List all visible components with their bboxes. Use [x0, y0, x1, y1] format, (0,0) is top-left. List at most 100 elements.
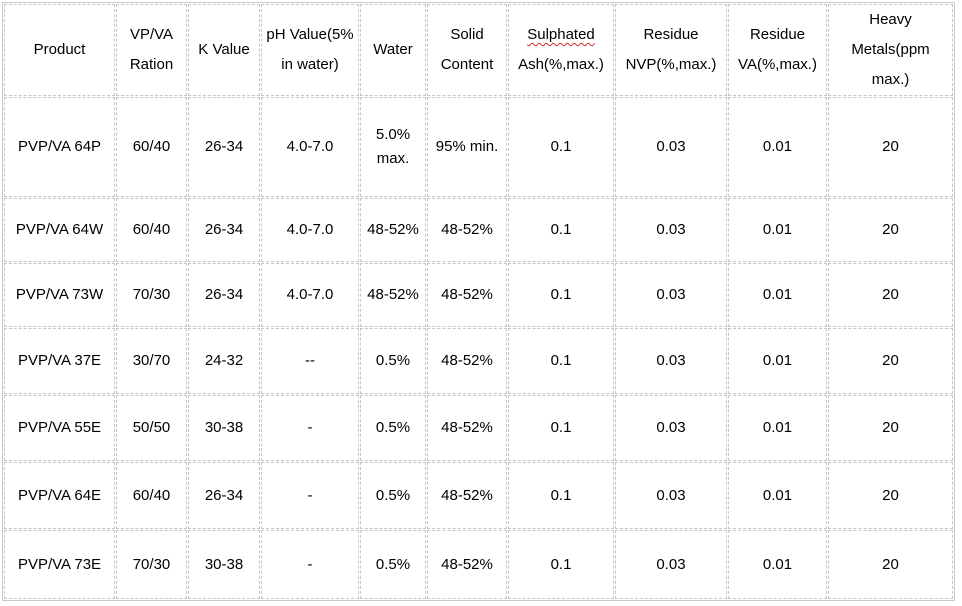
cell-water: 0.5% [360, 530, 426, 599]
cell-ph-value: - [261, 462, 359, 529]
cell-solid-content: 48-52% [427, 395, 507, 461]
cell-water: 48-52% [360, 198, 426, 262]
cell-vpva-ration: 60/40 [116, 462, 187, 529]
cell-residue-va: 0.01 [728, 462, 827, 529]
table-row: PVP/VA 73E 70/30 30-38 - 0.5% 48-52% 0.1… [4, 530, 953, 599]
cell-k-value: 24-32 [188, 328, 260, 394]
table-row: PVP/VA 64E 60/40 26-34 - 0.5% 48-52% 0.1… [4, 462, 953, 529]
cell-sulphated-ash: 0.1 [508, 530, 614, 599]
header-label: VP/VA Ration [129, 26, 174, 73]
cell-ph-value: - [261, 530, 359, 599]
cell-solid-content: 48-52% [427, 328, 507, 394]
cell-product: PVP/VA 64P [4, 97, 115, 197]
cell-residue-va: 0.01 [728, 530, 827, 599]
cell-vpva-ration: 30/70 [116, 328, 187, 394]
column-header-solid-content: Solid Content [427, 4, 507, 96]
cell-solid-content: 48-52% [427, 198, 507, 262]
cell-solid-content: 48-52% [427, 263, 507, 327]
column-header-product: Product [4, 4, 115, 96]
misspelled-word: Sulphated [527, 26, 595, 43]
cell-sulphated-ash: 0.1 [508, 97, 614, 197]
cell-water: 5.0% max. [360, 97, 426, 197]
cell-vpva-ration: 70/30 [116, 530, 187, 599]
cell-residue-nvp: 0.03 [615, 530, 727, 599]
table-row: PVP/VA 64W 60/40 26-34 4.0-7.0 48-52% 48… [4, 198, 953, 262]
cell-vpva-ration: 60/40 [116, 198, 187, 262]
cell-heavy-metals: 20 [828, 328, 953, 394]
column-header-k-value: K Value [188, 4, 260, 96]
cell-water: 0.5% [360, 395, 426, 461]
cell-sulphated-ash: 0.1 [508, 328, 614, 394]
cell-product: PVP/VA 73W [4, 263, 115, 327]
cell-product: PVP/VA 64E [4, 462, 115, 529]
column-header-water: Water [360, 4, 426, 96]
cell-product: PVP/VA 73E [4, 530, 115, 599]
cell-residue-nvp: 0.03 [615, 97, 727, 197]
cell-heavy-metals: 20 [828, 97, 953, 197]
cell-product: PVP/VA 64W [4, 198, 115, 262]
header-label: Heavy Metals(ppm max.) [851, 11, 930, 88]
header-label: Water [373, 41, 413, 58]
cell-water: 0.5% [360, 328, 426, 394]
cell-heavy-metals: 20 [828, 395, 953, 461]
cell-sulphated-ash: 0.1 [508, 263, 614, 327]
cell-k-value: 26-34 [188, 198, 260, 262]
cell-ph-value: -- [261, 328, 359, 394]
cell-residue-nvp: 0.03 [615, 198, 727, 262]
cell-sulphated-ash: 0.1 [508, 462, 614, 529]
header-label: K Value [198, 41, 250, 58]
cell-solid-content: 95% min. [427, 97, 507, 197]
header-label: Solid Content [440, 26, 494, 73]
table-row: PVP/VA 37E 30/70 24-32 -- 0.5% 48-52% 0.… [4, 328, 953, 394]
cell-sulphated-ash: 0.1 [508, 395, 614, 461]
product-spec-table: Product VP/VA Ration K Value pH Value(5%… [2, 2, 955, 601]
cell-residue-va: 0.01 [728, 198, 827, 262]
header-label: Product [33, 41, 86, 58]
header-label: Residue VA(%,max.) [738, 26, 817, 73]
header-row: Product VP/VA Ration K Value pH Value(5%… [4, 4, 953, 96]
cell-k-value: 26-34 [188, 462, 260, 529]
cell-residue-nvp: 0.03 [615, 263, 727, 327]
cell-vpva-ration: 70/30 [116, 263, 187, 327]
cell-vpva-ration: 50/50 [116, 395, 187, 461]
column-header-residue-va: Residue VA(%,max.) [728, 4, 827, 96]
cell-ph-value: 4.0-7.0 [261, 198, 359, 262]
cell-heavy-metals: 20 [828, 530, 953, 599]
cell-product: PVP/VA 55E [4, 395, 115, 461]
cell-ph-value: - [261, 395, 359, 461]
cell-water: 48-52% [360, 263, 426, 327]
cell-vpva-ration: 60/40 [116, 97, 187, 197]
cell-residue-va: 0.01 [728, 395, 827, 461]
cell-residue-va: 0.01 [728, 328, 827, 394]
cell-k-value: 26-34 [188, 263, 260, 327]
cell-k-value: 30-38 [188, 395, 260, 461]
cell-heavy-metals: 20 [828, 462, 953, 529]
column-header-heavy-metals: Heavy Metals(ppm max.) [828, 4, 953, 96]
header-label: Ash(%,max.) [518, 56, 604, 73]
table-row: PVP/VA 73W 70/30 26-34 4.0-7.0 48-52% 48… [4, 263, 953, 327]
cell-residue-nvp: 0.03 [615, 395, 727, 461]
table-row: PVP/VA 64P 60/40 26-34 4.0-7.0 5.0% max.… [4, 97, 953, 197]
cell-residue-nvp: 0.03 [615, 328, 727, 394]
header-label: pH Value(5% in water) [266, 26, 354, 73]
column-header-residue-nvp: Residue NVP(%,max.) [615, 4, 727, 96]
cell-product: PVP/VA 37E [4, 328, 115, 394]
table-row: PVP/VA 55E 50/50 30-38 - 0.5% 48-52% 0.1… [4, 395, 953, 461]
column-header-ph-value: pH Value(5% in water) [261, 4, 359, 96]
cell-k-value: 26-34 [188, 97, 260, 197]
cell-heavy-metals: 20 [828, 198, 953, 262]
cell-k-value: 30-38 [188, 530, 260, 599]
cell-water: 0.5% [360, 462, 426, 529]
cell-solid-content: 48-52% [427, 530, 507, 599]
cell-sulphated-ash: 0.1 [508, 198, 614, 262]
cell-heavy-metals: 20 [828, 263, 953, 327]
cell-residue-va: 0.01 [728, 263, 827, 327]
cell-solid-content: 48-52% [427, 462, 507, 529]
cell-residue-nvp: 0.03 [615, 462, 727, 529]
cell-ph-value: 4.0-7.0 [261, 263, 359, 327]
column-header-vpva-ration: VP/VA Ration [116, 4, 187, 96]
column-header-sulphated-ash: Sulphated Ash(%,max.) [508, 4, 614, 96]
header-label: Residue NVP(%,max.) [625, 26, 717, 73]
cell-ph-value: 4.0-7.0 [261, 97, 359, 197]
